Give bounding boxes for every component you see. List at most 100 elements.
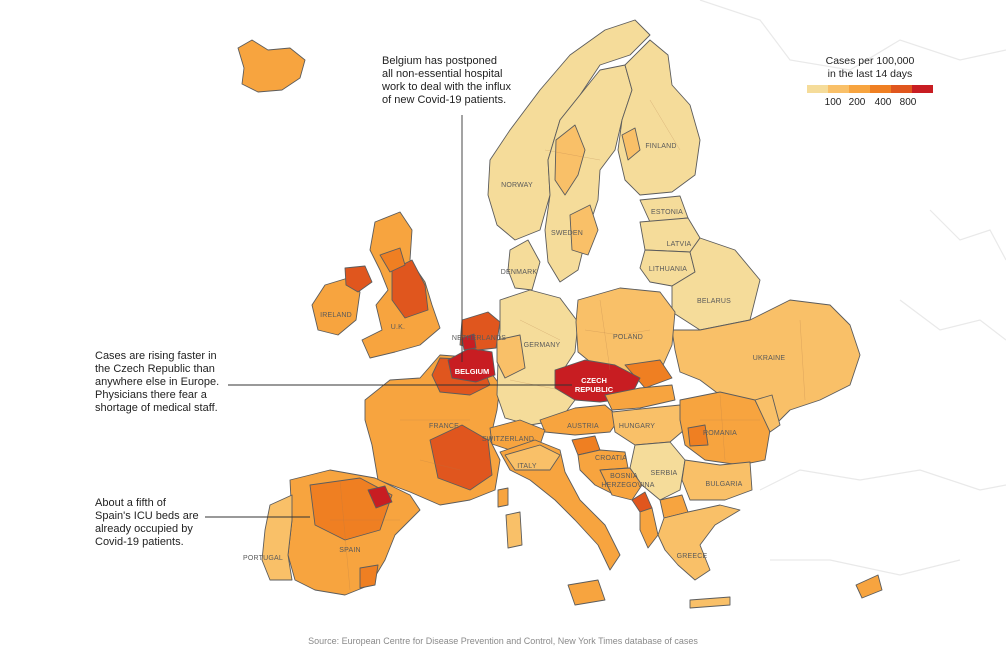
label-poland: POLAND bbox=[613, 334, 643, 341]
ukraine[interactable] bbox=[671, 299, 861, 431]
madrid[interactable] bbox=[367, 485, 393, 509]
label-serbia: SERBIA bbox=[651, 470, 678, 477]
northern-ireland bbox=[344, 265, 373, 293]
annotation-line: all non-essential hospital bbox=[382, 68, 503, 80]
sicily[interactable] bbox=[567, 579, 606, 606]
spain-south-hotspot bbox=[359, 564, 379, 589]
legend-swatch bbox=[891, 85, 912, 93]
legend-swatch bbox=[828, 85, 849, 93]
germany[interactable] bbox=[496, 289, 579, 426]
annotation-line: About a fifth of bbox=[95, 497, 166, 509]
italy-north bbox=[504, 444, 561, 471]
legend-swatch bbox=[870, 85, 891, 93]
background-landmass bbox=[699, 0, 1006, 576]
label-spain: SPAIN bbox=[339, 547, 361, 554]
legend-ticks: 100 200 400 800 bbox=[807, 97, 933, 111]
legend-swatch bbox=[807, 85, 828, 93]
greece[interactable] bbox=[657, 504, 741, 581]
legend-tick-label: 400 bbox=[874, 97, 892, 108]
legend: Cases per 100,000 in the last 14 days 10… bbox=[800, 55, 940, 111]
hungary[interactable] bbox=[611, 404, 691, 446]
belgium-annotation: Belgium has postponed all non-essential … bbox=[382, 55, 511, 107]
label-bosnia-line2: HERZEGOVINA bbox=[601, 482, 654, 489]
slovakia[interactable] bbox=[604, 384, 676, 411]
label-estonia: ESTONIA bbox=[651, 209, 683, 216]
denmark[interactable] bbox=[507, 239, 541, 291]
label-belarus: BELARUS bbox=[697, 298, 731, 305]
label-ukraine: UKRAINE bbox=[753, 355, 786, 362]
annotation-line: of new Covid-19 patients. bbox=[382, 94, 507, 106]
germany-west bbox=[496, 334, 526, 379]
source-note: Source: European Centre for Disease Prev… bbox=[308, 636, 698, 646]
label-sweden: SWEDEN bbox=[551, 230, 583, 237]
label-greece: GREECE bbox=[677, 553, 708, 560]
label-austria: AUSTRIA bbox=[567, 423, 599, 430]
annotation-line: Spain's ICU beds are bbox=[95, 510, 199, 522]
iceland[interactable] bbox=[237, 39, 306, 93]
label-hungary: HUNGARY bbox=[619, 423, 655, 430]
finland[interactable] bbox=[617, 39, 701, 196]
sardinia[interactable] bbox=[505, 511, 523, 549]
annotation-line: the Czech Republic than bbox=[95, 363, 215, 375]
legend-swatch bbox=[849, 85, 870, 93]
legend-tick-label: 200 bbox=[848, 97, 866, 108]
albania[interactable] bbox=[639, 507, 659, 549]
uk-north-england bbox=[391, 259, 429, 319]
corsica[interactable] bbox=[497, 487, 509, 508]
bosnia-herzegovina[interactable] bbox=[599, 467, 643, 501]
label-denmark: DENMARK bbox=[501, 269, 538, 276]
france-southeast bbox=[429, 424, 493, 491]
annotation-line: already occupied by bbox=[95, 523, 193, 535]
label-croatia: CROATIA bbox=[595, 455, 627, 462]
label-italy: ITALY bbox=[517, 463, 537, 470]
label-norway: NORWAY bbox=[501, 182, 533, 189]
romania[interactable] bbox=[679, 391, 771, 466]
legend-color-scale bbox=[807, 85, 933, 93]
sweden[interactable] bbox=[544, 64, 633, 283]
label-czech-line2: REPUBLIC bbox=[575, 385, 614, 394]
annotation-line: Cases are rising faster in bbox=[95, 350, 217, 362]
label-czech-line1: CZECH bbox=[581, 376, 607, 385]
annotation-line: shortage of medical staff. bbox=[95, 402, 218, 414]
label-finland: FINLAND bbox=[645, 143, 676, 150]
label-switzerland: SWITZERLAND bbox=[482, 436, 534, 443]
legend-tick-label: 100 bbox=[824, 97, 842, 108]
annotation-line: Belgium has postponed bbox=[382, 55, 497, 67]
label-portugal: PORTUGAL bbox=[243, 555, 283, 562]
italy[interactable] bbox=[499, 439, 621, 571]
label-germany: GERMANY bbox=[524, 342, 561, 349]
annotation-line: Covid-19 patients. bbox=[95, 536, 184, 548]
crete[interactable] bbox=[689, 596, 731, 609]
netherlands-hotspot bbox=[461, 333, 477, 351]
bulgaria[interactable] bbox=[681, 459, 753, 501]
label-ireland: IRELAND bbox=[320, 312, 352, 319]
annotation-line: anywhere else in Europe. bbox=[95, 376, 220, 388]
label-bosnia-line1: BOSNIA bbox=[610, 473, 638, 480]
legend-swatch bbox=[912, 85, 933, 93]
annotation-line: work to deal with the influx bbox=[382, 81, 512, 93]
spain-annotation: About a fifth of Spain's ICU beds are al… bbox=[95, 497, 199, 549]
serbia[interactable] bbox=[629, 441, 686, 501]
norway[interactable] bbox=[487, 19, 651, 241]
romania-hotspot bbox=[687, 424, 709, 447]
label-bulgaria: BULGARIA bbox=[706, 481, 743, 488]
legend-title-line: Cases per 100,000 bbox=[825, 55, 915, 67]
finland-hotspot bbox=[621, 127, 641, 161]
czech-annotation: Cases are rising faster in the Czech Rep… bbox=[95, 350, 219, 415]
annotation-line: Physicians there fear a bbox=[95, 389, 207, 401]
label-latvia: LATVIA bbox=[667, 241, 692, 248]
label-romania: ROMANIA bbox=[703, 430, 737, 437]
label-uk: U.K. bbox=[391, 324, 405, 331]
regional-borders bbox=[330, 99, 806, 591]
label-lithuania: LITHUANIA bbox=[649, 266, 687, 273]
belgium[interactable] bbox=[447, 347, 496, 383]
portugal[interactable] bbox=[261, 494, 293, 581]
legend-tick-label: 800 bbox=[899, 97, 917, 108]
sweden-hotspot-2 bbox=[569, 204, 599, 256]
cyprus[interactable] bbox=[855, 574, 883, 599]
label-belgium: BELGIUM bbox=[455, 367, 490, 376]
sweden-hotspot bbox=[554, 124, 586, 196]
label-france: FRANCE bbox=[429, 423, 459, 430]
moldova[interactable] bbox=[754, 394, 781, 433]
